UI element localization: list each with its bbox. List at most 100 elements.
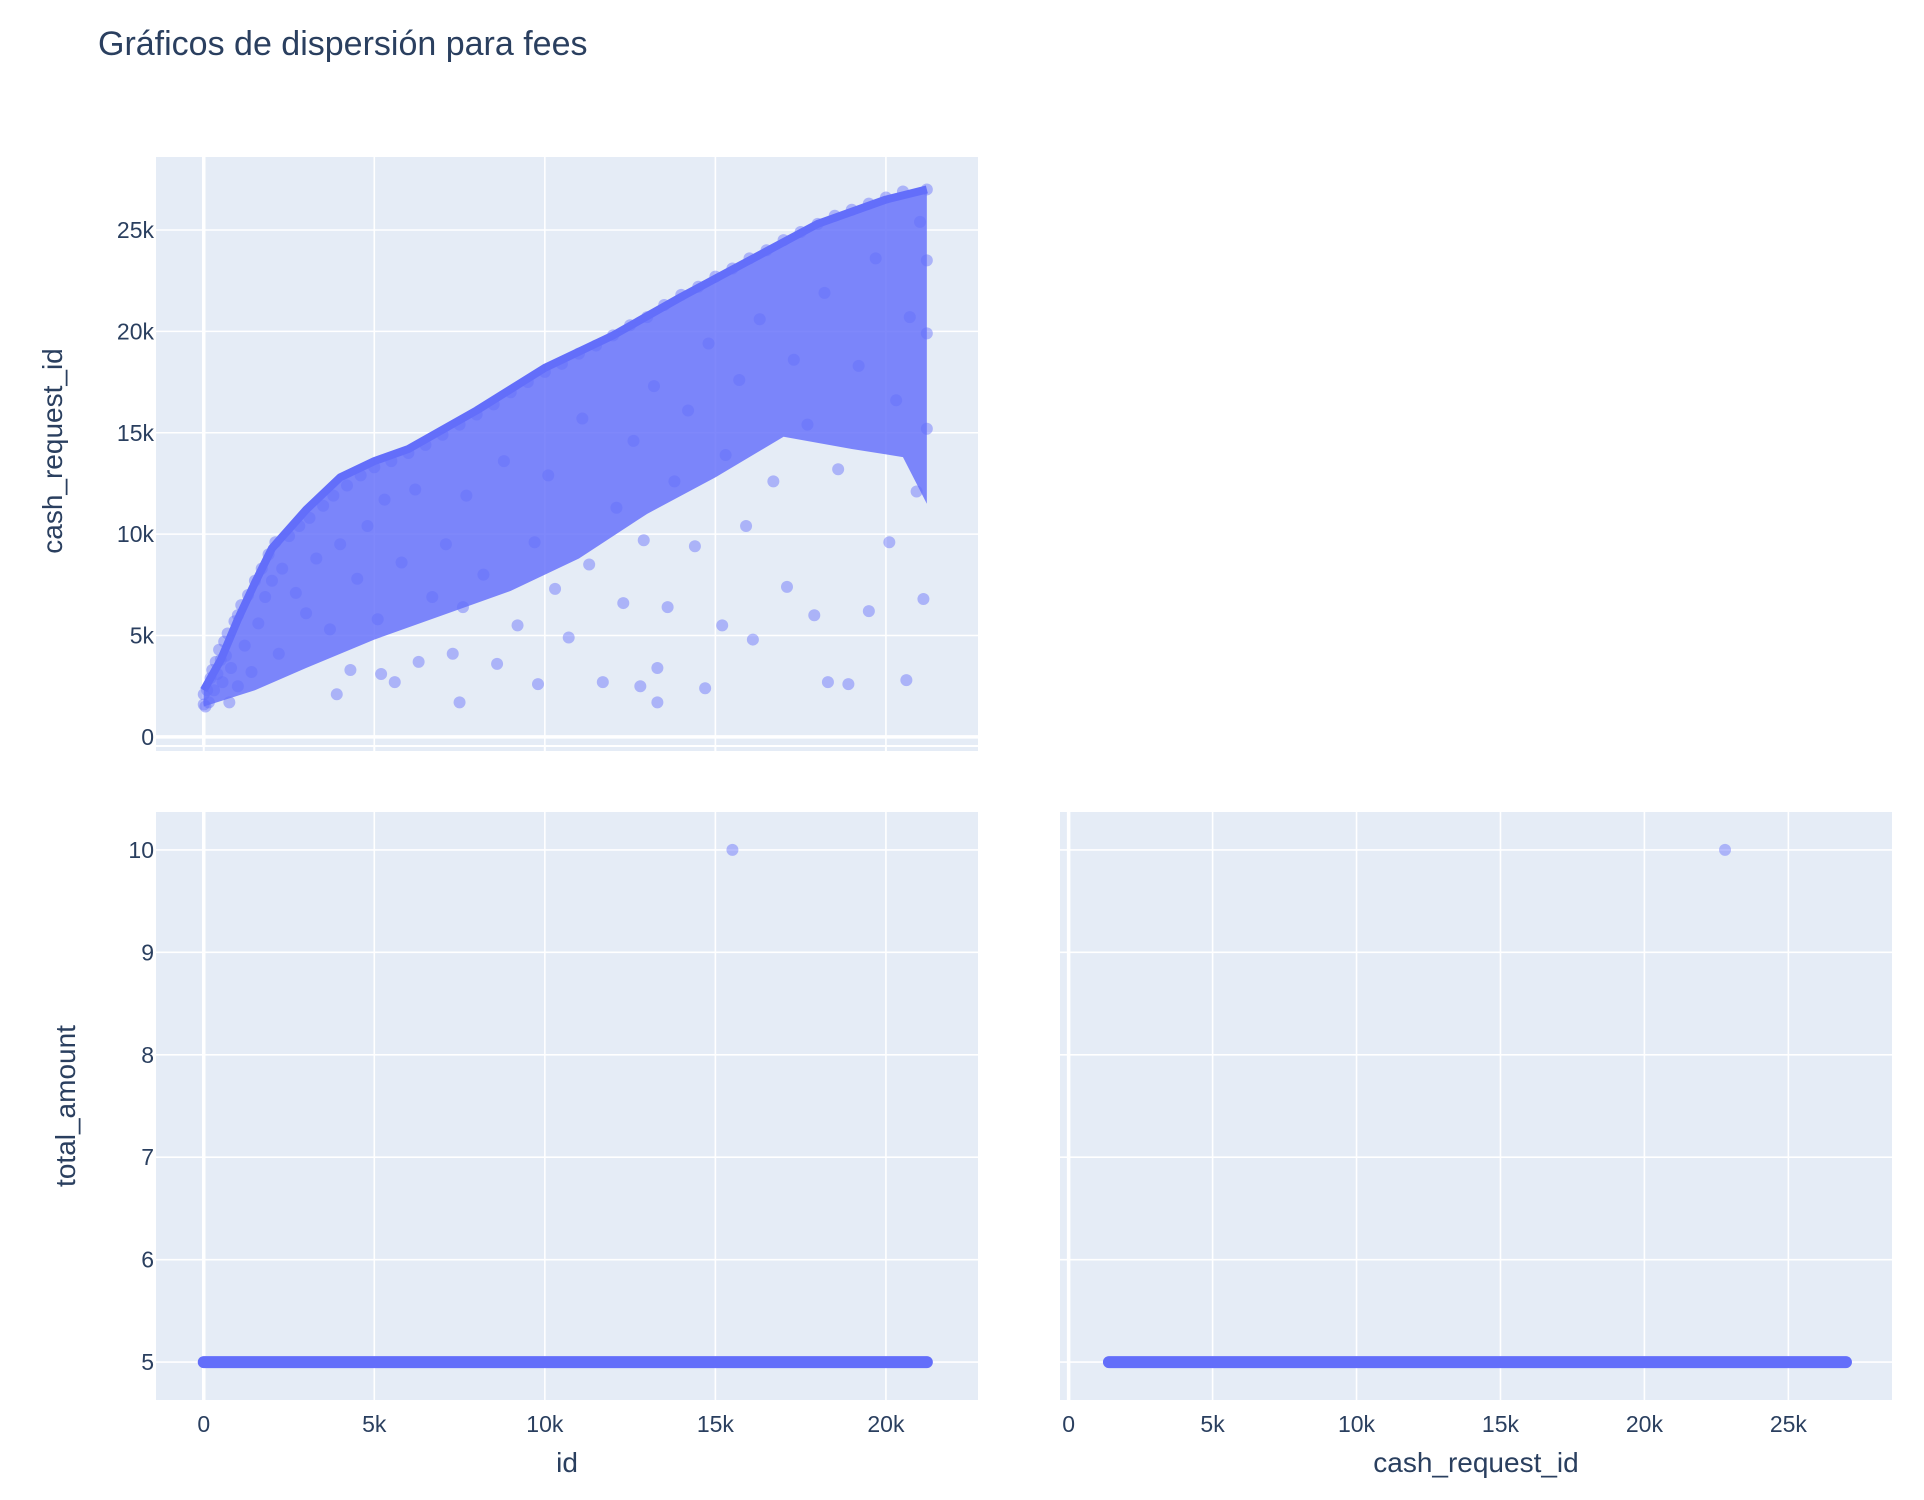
- data-point: [470, 408, 483, 421]
- data-point: [197, 698, 210, 711]
- x-axis-title: cash_request_id: [1373, 1447, 1578, 1478]
- data-point: [214, 653, 227, 666]
- data-point: [371, 613, 384, 626]
- data-point: [920, 422, 933, 435]
- data-point: [719, 449, 732, 462]
- data-point: [811, 217, 824, 230]
- data-point: [767, 475, 780, 488]
- data-point: [821, 676, 834, 689]
- data-point: [733, 374, 746, 387]
- data-point: [242, 588, 255, 601]
- data-point: [252, 617, 265, 630]
- data-point: [596, 676, 609, 689]
- data-point: [845, 203, 858, 216]
- data-point: [497, 455, 510, 468]
- data-point: [419, 438, 432, 451]
- data-point: [542, 469, 555, 482]
- marker-band: [1102, 1356, 1852, 1369]
- data-point: [354, 469, 367, 482]
- data-point: [361, 520, 374, 533]
- y-tick-label: 5: [141, 1349, 154, 1375]
- subplot-bottom-right: 0 5k 10k 15k 20k 25k cash_request_id: [1060, 812, 1892, 1478]
- data-point: [289, 586, 302, 599]
- data-point: [409, 483, 422, 496]
- y-tick-label: 5k: [130, 623, 155, 649]
- chart-title: Gráficos de dispersión para fees: [98, 25, 587, 63]
- data-point: [269, 536, 282, 549]
- data-point: [716, 619, 729, 632]
- data-point: [780, 580, 793, 593]
- data-point: [259, 590, 272, 603]
- data-point: [385, 455, 398, 468]
- data-point: [262, 548, 275, 561]
- data-point: [801, 418, 814, 431]
- data-point: [453, 418, 466, 431]
- data-point: [624, 319, 637, 332]
- data-point: [323, 623, 336, 636]
- data-point: [446, 647, 459, 660]
- data-point: [753, 313, 766, 326]
- data-point: [917, 593, 930, 606]
- data-point: [726, 262, 739, 275]
- data-point: [265, 574, 278, 587]
- data-point: [709, 270, 722, 283]
- markers-top-left: [197, 183, 933, 713]
- data-point: [211, 668, 224, 681]
- data-point: [477, 568, 490, 581]
- plot-area-bottom-right: [1060, 812, 1892, 1400]
- subplot-top-left: 0 5k 10k 15k 20k 25k cash_request_id: [37, 157, 978, 753]
- data-point: [219, 649, 232, 662]
- data-point: [589, 339, 602, 352]
- data-point: [920, 327, 933, 340]
- data-point: [1719, 843, 1732, 856]
- x-tick-label: 0: [197, 1411, 210, 1437]
- data-point: [842, 678, 855, 691]
- data-point: [651, 696, 664, 709]
- y-axis-title: total_amount: [50, 1025, 81, 1187]
- x-tick-label: 10k: [526, 1411, 564, 1437]
- data-point: [740, 520, 753, 533]
- y-tick-label: 8: [141, 1042, 154, 1068]
- data-point: [651, 661, 664, 674]
- data-point: [504, 386, 517, 399]
- marker-band: [197, 1356, 933, 1369]
- data-point: [726, 843, 739, 856]
- data-point: [777, 234, 790, 247]
- x-tick-label: 20k: [1626, 1411, 1664, 1437]
- x-tick-label: 15k: [697, 1411, 735, 1437]
- data-point: [900, 674, 913, 687]
- data-point: [617, 597, 630, 610]
- data-point: [668, 475, 681, 488]
- data-point: [197, 688, 210, 701]
- data-point: [223, 696, 236, 709]
- data-point: [808, 609, 821, 622]
- data-point: [412, 655, 425, 668]
- data-point: [787, 353, 800, 366]
- y-tick-label: 10: [128, 837, 154, 863]
- data-point: [576, 412, 589, 425]
- data-point: [903, 311, 916, 324]
- data-point: [216, 676, 229, 689]
- data-point: [341, 479, 354, 492]
- data-point: [300, 607, 313, 620]
- y-tick-label: 25k: [117, 217, 155, 243]
- data-point: [388, 676, 401, 689]
- data-point: [199, 700, 212, 713]
- data-point: [637, 534, 650, 547]
- data-point: [647, 380, 660, 393]
- data-point: [641, 311, 654, 324]
- data-point: [658, 299, 671, 312]
- upper-edge-points: [200, 185, 928, 693]
- data-point: [883, 536, 896, 549]
- x-tick-label: 20k: [867, 1411, 905, 1437]
- data-point: [572, 347, 585, 360]
- data-point: [634, 680, 647, 693]
- data-point: [528, 536, 541, 549]
- data-point: [201, 684, 214, 697]
- data-point: [832, 463, 845, 476]
- data-point: [920, 183, 933, 196]
- x-axis-title: id: [556, 1447, 578, 1478]
- data-point: [460, 489, 473, 502]
- data-point: [521, 376, 534, 389]
- x-tick-label: 15k: [1482, 1411, 1520, 1437]
